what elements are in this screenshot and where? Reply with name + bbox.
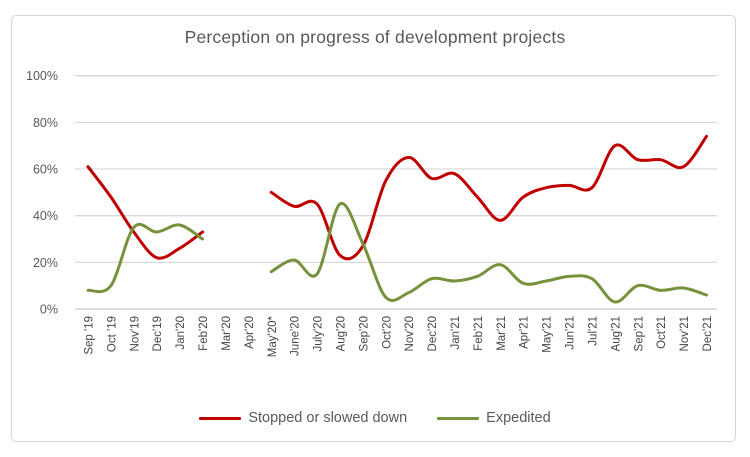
series-line-expedited[interactable] bbox=[269, 202, 708, 304]
x-tick-label: Mar'20 bbox=[221, 316, 233, 351]
legend-label: Expedited bbox=[486, 410, 551, 426]
x-tick-label: Aug'20 bbox=[335, 316, 347, 351]
red-line-swatch-icon bbox=[199, 416, 242, 420]
legend-item-stopped[interactable]: Stopped or slowed down bbox=[199, 410, 407, 426]
x-tick-label: Feb'20 bbox=[198, 316, 210, 351]
x-tick-label: Jan'20 bbox=[175, 316, 187, 350]
x-tick-label: Nov'20 bbox=[404, 316, 416, 351]
y-tick-label: 60% bbox=[33, 163, 58, 177]
legend-label: Stopped or slowed down bbox=[248, 410, 408, 426]
x-tick-label: Aug'21 bbox=[610, 316, 622, 351]
y-tick-label: 100% bbox=[26, 69, 58, 83]
chart-legend: Stopped or slowed down Expedited bbox=[0, 405, 750, 431]
x-tick-label: Jul'21 bbox=[587, 316, 599, 346]
x-tick-label: Dec'20 bbox=[427, 316, 439, 351]
x-tick-label: Sep'21 bbox=[633, 316, 645, 351]
green-line-swatch-icon bbox=[437, 416, 480, 420]
x-tick-label: Nov'19 bbox=[129, 316, 141, 351]
y-tick-label: 40% bbox=[33, 209, 58, 223]
x-tick-label: June'20 bbox=[290, 316, 302, 356]
x-tick-label: July'20 bbox=[313, 316, 325, 351]
series-line-stopped-or-slowed-down[interactable] bbox=[86, 165, 205, 260]
x-tick-label: May'20* bbox=[267, 315, 279, 357]
x-tick-label: Dec'19 bbox=[152, 316, 164, 351]
x-tick-label: Apr'20 bbox=[244, 316, 256, 349]
y-tick-label: 0% bbox=[40, 303, 58, 317]
x-tick-label: Apr'21 bbox=[519, 316, 531, 349]
series-line-expedited[interactable] bbox=[86, 222, 205, 294]
series-line-stopped-or-slowed-down[interactable] bbox=[269, 134, 708, 261]
x-tick-label: Sep '19 bbox=[84, 316, 96, 355]
x-tick-label: Jan'21 bbox=[450, 316, 462, 350]
legend-item-expedited[interactable]: Expedited bbox=[437, 410, 551, 426]
x-tick-label: Nov'21 bbox=[679, 316, 691, 351]
x-tick-label: May'21 bbox=[542, 316, 554, 353]
y-tick-label: 80% bbox=[33, 116, 58, 130]
x-tick-label: Sep'20 bbox=[358, 316, 370, 351]
x-tick-label: Feb'21 bbox=[473, 316, 485, 351]
x-tick-label: Mar'21 bbox=[496, 316, 508, 351]
y-tick-label: 20% bbox=[33, 256, 58, 270]
x-tick-label: Oct'20 bbox=[381, 316, 393, 349]
x-tick-label: Oct'21 bbox=[656, 316, 668, 349]
x-tick-label: Jun'21 bbox=[565, 316, 577, 350]
x-tick-label: Dec'21 bbox=[702, 316, 714, 351]
x-tick-label: Oct '19 bbox=[106, 316, 118, 352]
chart-title: Perception on progress of development pr… bbox=[184, 27, 566, 47]
